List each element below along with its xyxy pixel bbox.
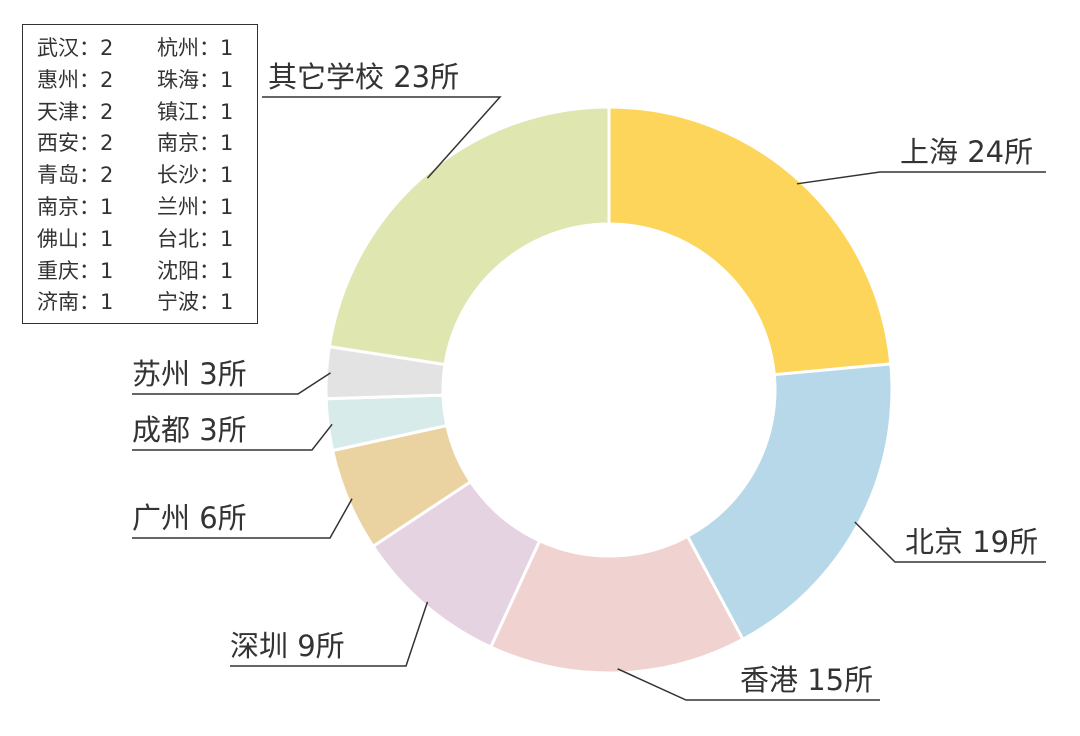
leader-line (132, 498, 353, 539)
legend-entry: 珠海：1 (157, 67, 234, 92)
legend-entry: 天津：2 (37, 99, 114, 124)
legend-entry: 南京：1 (157, 131, 234, 156)
legend-entry: 台北：1 (157, 226, 234, 251)
slices-group (324, 105, 894, 675)
leader-line (132, 423, 333, 451)
other-schools-legend: 武汉：2 惠州：2 天津：2 西安：2 青岛：2 南京：1 佛山：1 重庆：1 … (22, 24, 258, 324)
legend-entry: 杭州：1 (157, 36, 234, 60)
leader-line (796, 171, 1046, 185)
leader-lines-group (132, 96, 1046, 701)
legend-entry: 南京：1 (37, 194, 114, 219)
slice-label: 上海 24所 (900, 135, 1033, 169)
slice-label: 深圳 9所 (230, 629, 345, 663)
slice-其它学校 (327, 105, 611, 367)
legend-entry: 武汉：2 (37, 36, 114, 60)
slice-label: 成都 3所 (132, 413, 247, 447)
slice-label: 广州 6所 (132, 501, 247, 535)
leader-line (617, 668, 880, 701)
leader-line (854, 521, 1046, 563)
legend-entry: 青岛：2 (37, 163, 114, 188)
slice-label: 苏州 3所 (132, 357, 247, 391)
legend-entry: 沈阳：1 (157, 258, 234, 283)
legend-entry: 重庆：1 (37, 258, 114, 283)
legend-entry: 济南：1 (37, 290, 114, 315)
legend-column-right: 杭州：1 珠海：1 镇江：1 南京：1 长沙：1 兰州：1 台北：1 沈阳：1 … (157, 33, 233, 319)
legend-column-left: 武汉：2 惠州：2 天津：2 西安：2 青岛：2 南京：1 佛山：1 重庆：1 … (37, 33, 113, 319)
leader-line (230, 601, 429, 667)
slice-label: 北京 19所 (905, 525, 1038, 559)
legend-entry: 佛山：1 (37, 226, 114, 251)
leader-line (132, 372, 331, 395)
legend-entry: 镇江：1 (157, 99, 234, 124)
slice-北京 (685, 362, 894, 642)
legend-entry: 兰州：1 (157, 194, 234, 219)
legend-entry: 长沙：1 (157, 163, 234, 188)
slice-label: 香港 15所 (740, 663, 873, 697)
slice-上海 (607, 105, 893, 377)
leader-line (262, 96, 502, 179)
legend-entry: 西安：2 (37, 131, 114, 156)
slice-label: 其它学校 23所 (268, 60, 459, 94)
legend-entry: 惠州：2 (37, 67, 114, 92)
legend-entry: 宁波：1 (157, 290, 234, 315)
